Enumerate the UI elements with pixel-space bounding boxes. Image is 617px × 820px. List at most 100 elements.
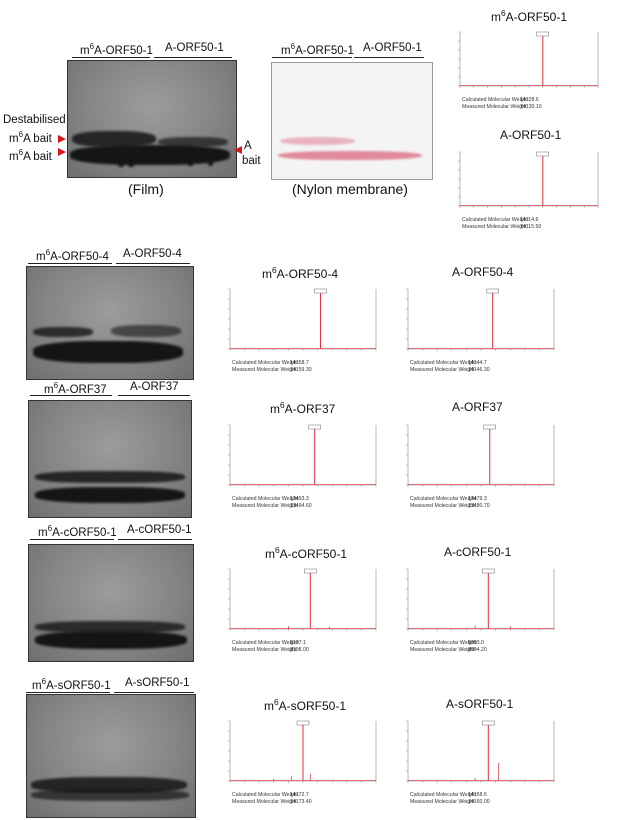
blot-orf37 [28, 400, 192, 518]
underline [72, 57, 150, 58]
nylon-membrane [271, 62, 433, 180]
spectrum-title: A-ORF50-4 [452, 265, 514, 279]
film-label-a: A-ORF50-1 [165, 42, 224, 54]
mw-label: Measured Molecular Weight: [410, 799, 476, 805]
spectrum-title: m6A-cORF50-1 [265, 545, 348, 561]
arrow-right-icon [58, 135, 66, 143]
mw-label: Calculated Molecular Weight: [232, 792, 300, 798]
mw-value: 14130.10 [520, 104, 542, 110]
molecular-weight-info: Calculated Molecular Weight:14144.7 Measu… [410, 360, 490, 374]
spectrum-plot [406, 424, 555, 487]
m6a-bait-label-2: m6A bait [9, 148, 52, 163]
mw-value: 14114.6 [520, 217, 539, 223]
spectrum-axes [407, 569, 555, 630]
mw-label: Calculated Molecular Weight: [462, 97, 530, 103]
blot-sorf50-1 [26, 694, 196, 818]
mw-value: 14128.6 [520, 97, 539, 103]
molecular-weight-info: Calculated Molecular Weight:8093.0 Measur… [410, 640, 487, 654]
spectrum-axes [407, 289, 555, 350]
blot-label-m6a: m6A-sORF50-1 [32, 677, 111, 692]
underline [114, 692, 194, 693]
peak-label-box [308, 424, 321, 430]
destabilised-label: Destabilised [3, 114, 66, 126]
mw-value: 13479.3 [468, 496, 487, 502]
underline [354, 57, 424, 58]
arrow-right-icon [58, 148, 66, 156]
molecular-weight-info: Calculated Molecular Weight:14158.6 Measu… [410, 792, 490, 806]
mw-label: Measured Molecular Weight: [410, 367, 476, 373]
spectrum-title: m6A-ORF37 [270, 400, 336, 416]
spectrum-plot [228, 288, 377, 351]
mw-label: Measured Molecular Weight: [232, 503, 298, 509]
peak-label-box [314, 288, 327, 294]
arrow-left-icon [234, 146, 242, 154]
peak-label-box [482, 568, 495, 574]
underline [272, 57, 352, 58]
spectrum-axes [229, 569, 377, 630]
underline [118, 395, 190, 396]
underline [154, 57, 232, 58]
mw-label: Measured Molecular Weight: [462, 104, 528, 110]
blot-label-a: A-ORF37 [130, 381, 179, 393]
mw-label: Measured Molecular Weight: [462, 224, 528, 230]
film-blot [67, 60, 237, 178]
mw-value: 8107.1 [290, 640, 306, 646]
blot-label-m6a: m6A-ORF50-4 [36, 248, 109, 263]
spectrum-axes [459, 32, 599, 87]
mw-label: Calculated Molecular Weight: [232, 360, 300, 366]
spectrum-title: m6A-sORF50-1 [264, 697, 347, 713]
mw-label: Calculated Molecular Weight: [232, 496, 300, 502]
mw-value: 13480.70 [468, 503, 490, 509]
nylon-caption: (Nylon membrane) [292, 181, 408, 197]
a-bait-label-2: bait [242, 155, 261, 167]
mw-value: 8094.20 [468, 647, 487, 653]
mw-value: 14173.40 [290, 799, 312, 805]
a-bait-label: A [244, 140, 252, 152]
underline [26, 692, 110, 693]
spectrum-title: A-ORF37 [452, 400, 503, 414]
mw-value: 14158.7 [290, 360, 309, 366]
film-label-m6a: m6A-ORF50-1 [80, 42, 153, 57]
molecular-weight-info: Calculated Molecular Weight:14158.7 Measu… [232, 360, 312, 374]
mw-label: Measured Molecular Weight: [232, 647, 298, 653]
mw-label: Calculated Molecular Weight: [410, 640, 478, 646]
spectrum-title: m6A-ORF50-1 [491, 8, 568, 24]
mw-value: 13494.60 [290, 503, 312, 509]
spectrum-axes [229, 289, 377, 350]
underline [118, 539, 192, 540]
spectrum-axes [459, 152, 599, 207]
spectrum-title: A-ORF50-1 [500, 128, 562, 142]
mw-value: 13493.3 [290, 496, 309, 502]
blot-label-a: A-ORF50-4 [123, 248, 182, 260]
spectrum-plot [406, 288, 555, 351]
mw-label: Measured Molecular Weight: [232, 799, 298, 805]
spectrum-title: A-sORF50-1 [446, 697, 514, 711]
spectrum-plot [406, 568, 555, 631]
mw-value: 14144.7 [468, 360, 487, 366]
underline [28, 263, 112, 264]
mw-label: Measured Molecular Weight: [410, 647, 476, 653]
blot-label-m6a: m6A-cORF50-1 [38, 524, 117, 539]
molecular-weight-info: Calculated Molecular Weight:14114.6 Measu… [462, 217, 541, 231]
mw-value: 8093.0 [468, 640, 484, 646]
spectrum-axes [407, 425, 555, 486]
m6a-bait-label: m6A bait [9, 130, 52, 145]
spectrum-title: m6A-ORF50-4 [262, 265, 339, 281]
spectrum-plot [228, 720, 377, 783]
mw-label: Calculated Molecular Weight: [410, 496, 478, 502]
mw-value: 8108.00 [290, 647, 309, 653]
underline [116, 263, 190, 264]
mw-value: 14172.7 [290, 792, 309, 798]
mw-label: Measured Molecular Weight: [410, 503, 476, 509]
blot-label-a: A-cORF50-1 [127, 524, 192, 536]
mw-label: Calculated Molecular Weight: [462, 217, 530, 223]
molecular-weight-info: Calculated Molecular Weight:14128.6 Measu… [462, 97, 542, 111]
mw-label: Calculated Molecular Weight: [232, 640, 300, 646]
mw-label: Measured Molecular Weight: [232, 367, 298, 373]
blot-label-m6a: m6A-ORF37 [44, 381, 107, 396]
blot-label-a: A-sORF50-1 [125, 677, 190, 689]
spectrum-axes [407, 721, 555, 782]
peak-label-box [296, 720, 310, 726]
underline [30, 539, 114, 540]
molecular-weight-info: Calculated Molecular Weight:13493.3 Measu… [232, 496, 312, 510]
